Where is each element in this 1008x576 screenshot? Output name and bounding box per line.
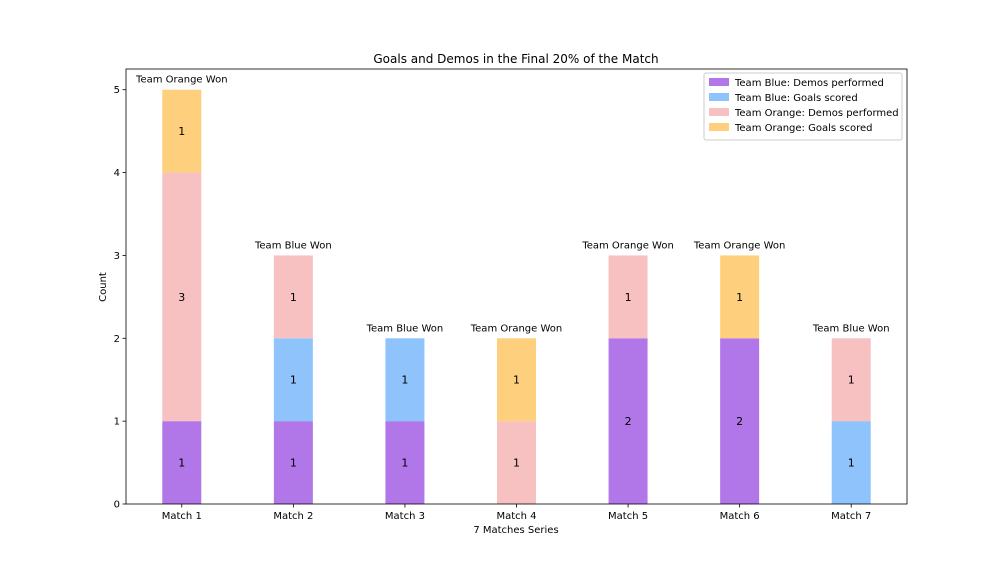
bar-segment (497, 421, 536, 504)
winner-annotation: Team Orange Won (470, 323, 563, 334)
bar-segment (162, 89, 202, 173)
legend-label: Team Orange: Demos performed (734, 108, 899, 119)
bar-segment (273, 255, 313, 339)
bar-value-label: 1 (178, 125, 185, 138)
bar-value-label: 2 (625, 415, 632, 428)
bar-value-label: 1 (401, 457, 408, 470)
legend-label: Team Orange: Goals scored (734, 123, 873, 134)
bar-segment (385, 421, 425, 504)
bar-segment (162, 172, 202, 422)
bar-segment (720, 255, 760, 339)
x-tick-label: Match 4 (496, 511, 536, 522)
bar-value-label: 1 (513, 457, 520, 470)
winner-annotation: Team Orange Won (581, 240, 674, 251)
legend: Team Blue: Demos performed Team Blue: Goa… (703, 72, 903, 141)
legend-swatch (709, 123, 729, 131)
legend-label: Team Blue: Goals scored (734, 93, 858, 104)
bar-value-label: 1 (401, 374, 408, 387)
bar-segment (497, 338, 536, 422)
legend-label: Team Blue: Demos performed (734, 78, 884, 89)
bar-value-label: 1 (848, 374, 855, 387)
y-tick-label: 5 (114, 85, 120, 96)
bar-segment (831, 338, 871, 422)
winner-annotation: Team Orange Won (135, 75, 228, 86)
x-tick-label: Match 3 (385, 511, 425, 522)
x-tick-label: Match 2 (273, 511, 313, 522)
bar-value-label: 1 (290, 374, 297, 387)
legend-swatch (709, 93, 729, 101)
bar-value-label: 1 (513, 374, 520, 387)
bar-value-label: 1 (178, 457, 185, 470)
bar-value-label: 1 (290, 457, 297, 470)
x-tick-label: Match 5 (608, 511, 648, 522)
y-tick-label: 2 (114, 334, 120, 345)
bar-segment (162, 421, 202, 504)
bar-segment (720, 338, 760, 504)
bar-value-label: 1 (736, 291, 743, 304)
x-tick-label: Match 1 (162, 511, 202, 522)
y-tick-label: 1 (114, 417, 120, 428)
x-tick-label: Match 7 (831, 511, 871, 522)
bar-value-label: 3 (178, 291, 185, 304)
bar-value-label: 2 (736, 415, 743, 428)
bar-segment (385, 338, 425, 422)
winner-annotation: Team Blue Won (254, 240, 332, 251)
bar-segment (273, 338, 313, 422)
legend-swatch (709, 78, 729, 86)
chart-title: Goals and Demos in the Final 20% of the … (373, 52, 658, 66)
bar-segment (273, 421, 313, 504)
y-tick-label: 4 (114, 168, 120, 179)
legend-box (703, 72, 903, 141)
bar-value-label: 1 (848, 457, 855, 470)
bar-value-label: 1 (625, 291, 632, 304)
y-tick-label: 0 (114, 500, 120, 511)
plot-area: 1 3 1 Team Orange Won 1 1 1 Team Blue Won 1 1 Team… (114, 68, 908, 522)
x-axis-title: 7 Matches Series (473, 525, 558, 536)
y-tick-label: 3 (114, 251, 120, 262)
bar-segment (608, 255, 648, 339)
winner-annotation: Team Blue Won (366, 323, 444, 334)
winner-annotation: Team Orange Won (693, 240, 786, 251)
bar-segment (831, 421, 871, 504)
legend-swatch (709, 108, 729, 116)
y-axis-title: Count (98, 272, 109, 302)
bar-segment (608, 338, 648, 504)
winner-annotation: Team Blue Won (812, 323, 890, 334)
x-tick-label: Match 6 (720, 511, 760, 522)
bar-value-label: 1 (290, 291, 297, 304)
